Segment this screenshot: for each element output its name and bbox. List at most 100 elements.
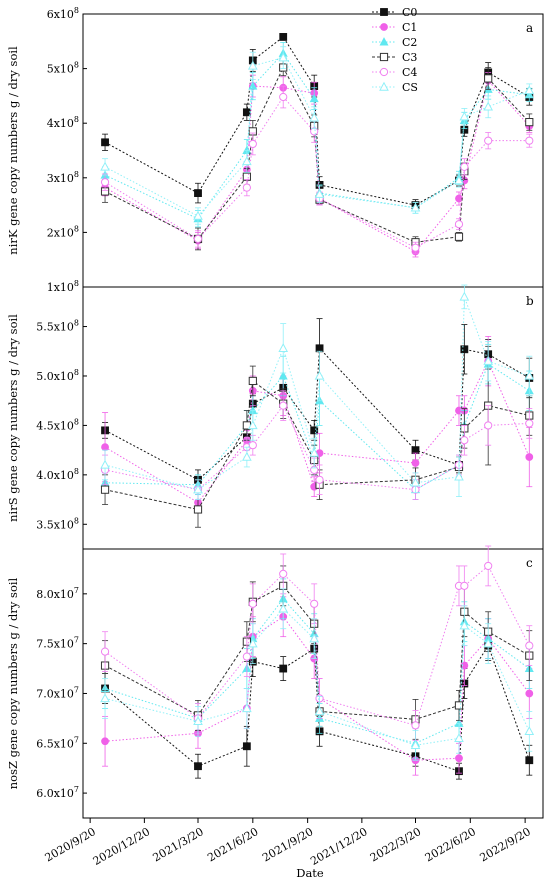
series-line bbox=[105, 363, 530, 491]
legend-marker bbox=[380, 8, 388, 16]
series-line bbox=[104, 66, 530, 243]
data-point bbox=[248, 376, 257, 386]
data-point bbox=[411, 243, 420, 252]
x-tick-label: 2022/9/20 bbox=[478, 825, 533, 864]
data-point bbox=[279, 569, 288, 579]
data-point bbox=[242, 156, 252, 166]
data-point bbox=[242, 742, 251, 751]
data-point bbox=[459, 620, 470, 630]
series-c3 bbox=[100, 345, 534, 528]
y-tick-label: 5.0x108 bbox=[36, 368, 79, 383]
x-tick-label: 2022/6/20 bbox=[423, 825, 478, 864]
data-point bbox=[193, 484, 203, 494]
series-line bbox=[104, 565, 530, 726]
panel-a: 1x108 2x108 3x108 4x108 5x108 6x108 nirK gene … bbox=[6, 6, 544, 294]
legend-label: CS bbox=[402, 81, 418, 94]
data-point bbox=[194, 189, 202, 197]
x-tick-label: 2021/3/20 bbox=[150, 825, 205, 864]
data-point bbox=[100, 485, 110, 494]
x-tick-label: 2021/12/20 bbox=[308, 825, 369, 868]
data-point bbox=[454, 232, 464, 241]
panel-frame bbox=[82, 286, 544, 550]
legend-label: C3 bbox=[402, 51, 417, 64]
data-point bbox=[525, 419, 534, 428]
data-point bbox=[525, 756, 534, 765]
data-point bbox=[248, 599, 257, 608]
series-cs bbox=[100, 46, 535, 225]
x-tick-label: 2021/6/20 bbox=[205, 825, 260, 864]
legend-marker bbox=[379, 67, 389, 77]
series-line bbox=[104, 598, 530, 744]
data-point bbox=[460, 661, 469, 670]
series-c4 bbox=[100, 545, 534, 741]
y-tick-label: 8.0x107 bbox=[36, 586, 79, 601]
series-c0 bbox=[101, 630, 534, 780]
series-line bbox=[104, 52, 530, 220]
data-point bbox=[525, 453, 534, 461]
legend-label: C2 bbox=[402, 36, 417, 49]
data-point bbox=[101, 443, 109, 452]
x-tick-label: 2022/3/20 bbox=[368, 825, 423, 864]
data-point bbox=[309, 93, 319, 103]
panel-letter: b bbox=[526, 294, 534, 308]
y-tick-label: 5x108 bbox=[47, 61, 79, 76]
data-point bbox=[279, 664, 288, 673]
legend-marker bbox=[380, 23, 388, 31]
data-point bbox=[309, 447, 320, 457]
data-point bbox=[309, 112, 320, 122]
data-point bbox=[310, 599, 319, 608]
y-tick-label: 2x108 bbox=[47, 224, 79, 239]
data-point bbox=[242, 183, 251, 192]
data-point bbox=[310, 426, 319, 435]
legend-label: C4 bbox=[402, 66, 417, 79]
data-point bbox=[525, 689, 534, 698]
y-tick-label: 4.5x108 bbox=[36, 417, 79, 432]
data-point bbox=[193, 234, 203, 244]
data-point bbox=[278, 603, 289, 613]
panel-b: 3.5x108 4.0x108 4.5x108 5.0x108 5.5x108 nirS … bbox=[6, 284, 544, 550]
data-point bbox=[410, 202, 421, 212]
legend-item-cs: CS bbox=[372, 81, 418, 94]
y-tick-label: 3.5x108 bbox=[36, 516, 79, 531]
y-axis-title: nirK gene copy numbers g / dry soil bbox=[6, 46, 20, 255]
panels-group: 1x108 2x108 3x108 4x108 5x108 6x108 nirK gene … bbox=[6, 6, 544, 819]
y-tick-label: 4x108 bbox=[47, 115, 79, 130]
legend-item-c4: C4 bbox=[372, 66, 417, 79]
panel-letter: c bbox=[526, 556, 533, 570]
data-point bbox=[483, 638, 494, 648]
data-point bbox=[315, 475, 324, 484]
data-point bbox=[411, 459, 420, 467]
data-point bbox=[525, 641, 534, 650]
panel-letter: a bbox=[526, 21, 533, 35]
data-point bbox=[484, 561, 493, 571]
data-point bbox=[483, 355, 494, 365]
y-axis-title: nosZ gene copy numbers g / dry soil bbox=[6, 577, 20, 789]
data-point bbox=[315, 344, 324, 353]
data-point bbox=[484, 421, 493, 430]
y-tick-label: 6x108 bbox=[47, 6, 79, 21]
data-point bbox=[314, 188, 325, 198]
panel-c: 6.0x107 6.5x107 7.0x107 7.5x107 8.0x107 nosZ … bbox=[6, 545, 544, 819]
x-tick-label: 2020/9/20 bbox=[43, 825, 98, 864]
data-point bbox=[242, 451, 252, 461]
legend: C0 C1 C2 C3 C4 CS bbox=[372, 6, 418, 94]
series-c4 bbox=[100, 85, 534, 254]
legend-marker bbox=[379, 37, 389, 46]
legend-label: C1 bbox=[402, 21, 417, 34]
series-line bbox=[104, 79, 530, 253]
panel-frame bbox=[82, 13, 544, 288]
data-point bbox=[247, 420, 258, 430]
series-line bbox=[104, 57, 530, 217]
y-tick-label: 7.0x107 bbox=[36, 685, 79, 700]
data-point bbox=[454, 471, 464, 481]
data-point bbox=[459, 291, 470, 301]
data-point bbox=[242, 703, 252, 713]
data-point bbox=[279, 92, 288, 102]
data-point bbox=[100, 178, 110, 187]
data-point bbox=[193, 505, 203, 514]
data-point bbox=[100, 459, 110, 469]
y-tick-label: 5.5x108 bbox=[36, 319, 79, 334]
series-c4 bbox=[100, 390, 534, 500]
series-line bbox=[104, 347, 530, 481]
